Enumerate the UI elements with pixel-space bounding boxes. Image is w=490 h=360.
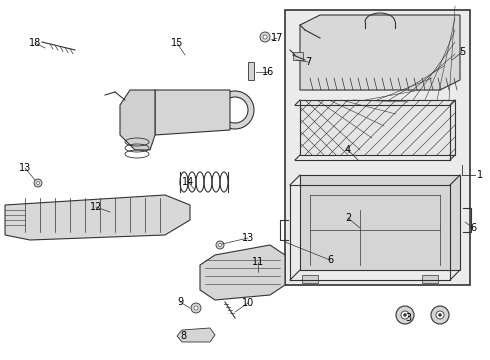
Text: 17: 17 <box>271 33 283 43</box>
Text: 15: 15 <box>171 38 183 48</box>
Text: 2: 2 <box>345 213 351 223</box>
Polygon shape <box>177 328 215 342</box>
Ellipse shape <box>216 91 254 129</box>
Circle shape <box>216 241 224 249</box>
Text: 7: 7 <box>305 57 311 67</box>
Bar <box>422 275 438 283</box>
Circle shape <box>439 314 441 316</box>
Polygon shape <box>300 15 460 90</box>
Text: 4: 4 <box>345 145 351 155</box>
Text: 11: 11 <box>252 257 264 267</box>
Ellipse shape <box>222 97 248 123</box>
Circle shape <box>403 314 407 316</box>
Text: 6: 6 <box>327 255 333 265</box>
Bar <box>300 100 455 155</box>
Text: 5: 5 <box>459 47 465 57</box>
Circle shape <box>194 306 198 310</box>
Text: 12: 12 <box>90 202 102 212</box>
Circle shape <box>36 181 40 185</box>
Text: 8: 8 <box>180 331 186 341</box>
Text: 10: 10 <box>242 298 254 308</box>
Text: 1: 1 <box>477 170 483 180</box>
Polygon shape <box>155 90 230 135</box>
Text: 3: 3 <box>405 313 411 323</box>
Polygon shape <box>200 245 285 300</box>
Circle shape <box>401 311 409 319</box>
Circle shape <box>191 303 201 313</box>
Polygon shape <box>5 195 190 240</box>
Circle shape <box>396 306 414 324</box>
Text: 18: 18 <box>29 38 41 48</box>
Text: 16: 16 <box>262 67 274 77</box>
Text: 13: 13 <box>242 233 254 243</box>
Circle shape <box>436 311 444 319</box>
Text: 13: 13 <box>19 163 31 173</box>
Bar <box>248 62 254 80</box>
Bar <box>293 52 303 60</box>
Text: 6: 6 <box>470 223 476 233</box>
Bar <box>302 275 318 283</box>
Circle shape <box>431 306 449 324</box>
Circle shape <box>263 35 267 39</box>
Polygon shape <box>300 175 460 270</box>
Text: 9: 9 <box>177 297 183 307</box>
FancyBboxPatch shape <box>285 10 470 285</box>
Circle shape <box>260 32 270 42</box>
Circle shape <box>219 243 221 247</box>
Circle shape <box>34 179 42 187</box>
Text: 14: 14 <box>182 177 194 187</box>
Polygon shape <box>120 90 155 150</box>
